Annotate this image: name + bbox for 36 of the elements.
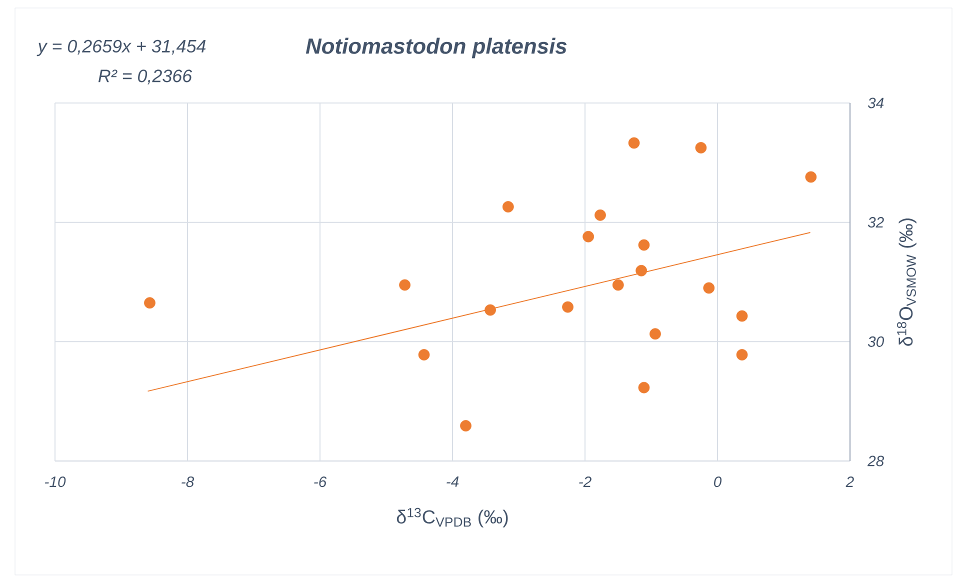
point	[638, 382, 650, 394]
y-tick-label: 34	[868, 98, 884, 108]
y-tick-label: 28	[867, 456, 884, 466]
point	[703, 282, 715, 294]
x-axis-title: δ$^{13}$C$_{VPDB}$ (‰)	[396, 508, 508, 528]
point	[638, 239, 650, 251]
point	[695, 142, 707, 154]
point	[562, 301, 574, 313]
point	[736, 349, 748, 360]
point	[418, 349, 430, 360]
point	[399, 279, 411, 291]
point	[502, 201, 514, 213]
y-tick-label: 32	[868, 217, 884, 228]
y-axis-title: δ$^{18}$O$_{VSMOW}$ (‰)	[896, 218, 916, 346]
x-tick-label: -10	[44, 476, 66, 488]
point	[582, 230, 594, 242]
x-tick-label: -2	[579, 476, 592, 487]
point	[594, 209, 606, 221]
point	[460, 420, 472, 432]
point	[144, 297, 156, 309]
y-tick-label: 30	[868, 336, 884, 347]
x-tick-label: -8	[182, 476, 194, 488]
x-tick-label: 2	[846, 476, 854, 487]
point	[650, 328, 661, 340]
x-tick-label: 0	[714, 476, 722, 488]
point	[805, 171, 817, 183]
point	[484, 304, 496, 316]
point	[736, 310, 748, 322]
text: y = 0,2659x + 31,454	[36, 40, 206, 56]
point	[612, 279, 624, 291]
x-tick-label: -4	[446, 476, 459, 487]
point	[628, 137, 640, 149]
point	[636, 264, 648, 276]
x-tick-label: -6	[314, 476, 327, 488]
chart-title: Notiomastodon platensis	[306, 38, 567, 58]
text: R² = 0,2366	[98, 70, 192, 84]
